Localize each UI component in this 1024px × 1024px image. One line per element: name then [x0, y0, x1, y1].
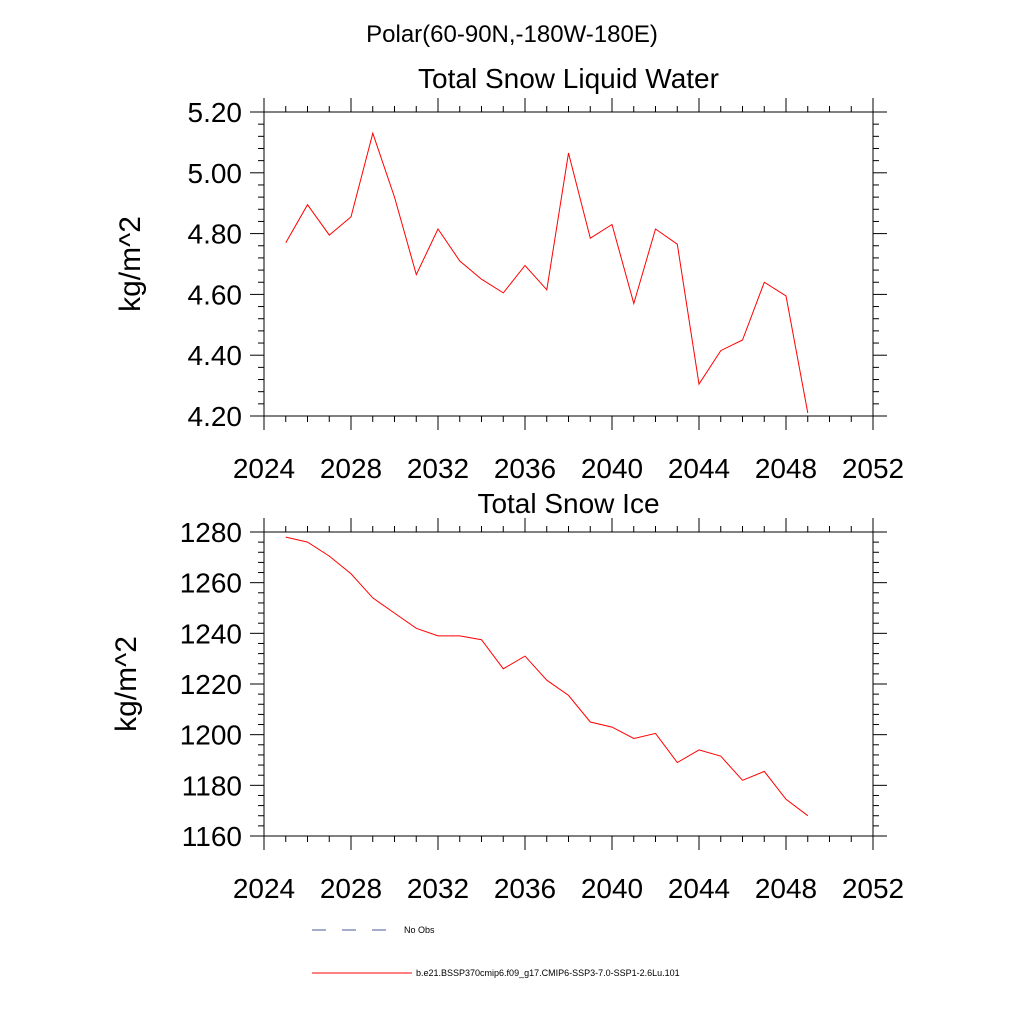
y-tick-label: 5.20: [188, 97, 243, 128]
snow-ice-panel: Total Snow Ice kg/m^2 2024 2028 2032 2036 2040…: [110, 488, 904, 904]
x-tick-label: 2032: [407, 873, 469, 904]
x-tick-label: 2052: [842, 873, 904, 904]
y-tick-label: 1180: [182, 770, 242, 801]
y-axis-label: kg/m^2: [110, 636, 143, 732]
y-tick-label: 4.20: [188, 401, 243, 432]
y-tick-label: 1240: [180, 618, 242, 649]
x-tick-label: 2036: [494, 873, 556, 904]
x-tick-label: 2044: [668, 873, 730, 904]
series-line: [285, 536, 809, 817]
y-tick-label: 4.80: [188, 219, 243, 250]
x-tick-label: 2048: [755, 453, 817, 484]
y-tick-label: 1260: [180, 568, 242, 599]
x-tick-label: 2048: [755, 873, 817, 904]
legend-label-no-obs: No Obs: [404, 925, 435, 935]
y-tick-label: 1200: [180, 720, 242, 751]
series-line: [285, 131, 809, 414]
plot-frame: [263, 111, 874, 417]
y-tick-label: 4.40: [188, 340, 243, 371]
y-axis-label: kg/m^2: [114, 216, 147, 312]
x-tick-label: 2040: [581, 873, 643, 904]
x-tick-label: 2028: [320, 873, 382, 904]
y-tick-label: 1160: [182, 821, 242, 852]
y-tick-label: 1220: [180, 669, 242, 700]
plot-title: Total Snow Ice: [477, 488, 659, 519]
x-tick-label: 2052: [842, 453, 904, 484]
plot-frame: [263, 531, 874, 837]
x-tick-label: 2044: [668, 453, 730, 484]
x-tick-label: 2028: [320, 453, 382, 484]
y-tick-label: 5.00: [188, 158, 243, 189]
legend-label-model: b.e21.BSSP370cmip6.f09_g17.CMIP6-SSP3-7.…: [416, 968, 680, 978]
y-tick-label: 4.60: [188, 279, 243, 310]
x-tick-label: 2024: [233, 453, 295, 484]
x-tick-label: 2032: [407, 453, 469, 484]
plot-title: Total Snow Liquid Water: [418, 63, 719, 94]
x-tick-label: 2040: [581, 453, 643, 484]
y-tick-label: 1280: [180, 517, 242, 548]
legend: No Obs b.e21.BSSP370cmip6.f09_g17.CMIP6-…: [312, 925, 680, 978]
page-title: Polar(60-90N,-180W-180E): [366, 21, 658, 48]
snow-liquid-water-panel: Total Snow Liquid Water kg/m^2 2024 2028 203…: [114, 63, 904, 484]
x-tick-label: 2036: [494, 453, 556, 484]
x-tick-label: 2024: [233, 873, 295, 904]
